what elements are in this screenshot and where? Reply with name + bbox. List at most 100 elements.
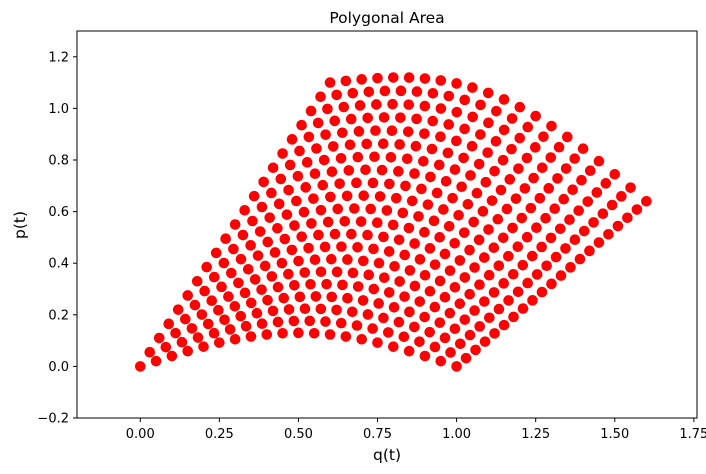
scatter-point [358, 190, 370, 201]
scatter-point [335, 152, 347, 164]
scatter-point [262, 236, 274, 248]
scatter-point [311, 143, 322, 154]
scatter-point [507, 268, 519, 280]
scatter-point [347, 87, 359, 99]
scatter-point [398, 331, 410, 343]
scatter-point [370, 125, 381, 136]
scatter-point [378, 231, 389, 243]
scatter-point [306, 218, 317, 229]
scatter-point [569, 153, 580, 164]
scatter-point [394, 139, 405, 150]
scatter-point [341, 190, 353, 202]
scatter-point [516, 212, 528, 224]
scatter-point [201, 261, 212, 273]
scatter-point [439, 291, 451, 303]
scatter-point [641, 195, 652, 207]
scatter-point [251, 307, 263, 319]
scatter-point [245, 331, 257, 342]
scatter-point [216, 281, 227, 293]
scatter-point [507, 222, 518, 234]
scatter-point [346, 228, 357, 240]
scatter-point [288, 315, 300, 327]
scatter-point [327, 141, 339, 152]
scatter-point [526, 250, 538, 262]
scatter-point [315, 91, 326, 103]
scatter-point [198, 341, 209, 352]
scatter-point [228, 243, 239, 255]
scatter-point [326, 166, 338, 178]
scatter-point [368, 283, 380, 295]
y-tick-label: 0.8 [48, 154, 69, 169]
scatter-point [315, 204, 327, 216]
scatter-point [229, 333, 241, 345]
scatter-point [321, 278, 332, 290]
scatter-point [275, 173, 287, 185]
y-tick-label: 0.0 [48, 360, 69, 375]
scatter-point [464, 244, 475, 256]
y-axis-ticks: −0.2 0.0 0.2 0.4 0.6 0.8 1.0 1.2 [37, 50, 77, 427]
scatter-point [387, 98, 398, 110]
scatter-point [451, 361, 462, 372]
y-axis-label: p(t) [11, 211, 29, 239]
scatter-point [467, 111, 478, 123]
scatter-point [403, 72, 415, 83]
scatter-point [376, 164, 388, 176]
scatter-point [163, 318, 175, 330]
scatter-point [352, 281, 364, 292]
x-tick-label: 0.50 [284, 427, 313, 442]
scatter-point [267, 305, 279, 317]
scatter-point [320, 129, 331, 140]
scatter-point [261, 329, 273, 340]
scatter-point [339, 215, 351, 227]
scatter-point [332, 203, 344, 215]
scatter-point [342, 254, 353, 265]
scatter-point [214, 337, 225, 348]
scatter-point [459, 272, 471, 283]
scatter-point [229, 301, 241, 312]
scatter-point [284, 159, 296, 171]
y-tick-label: 0.2 [48, 308, 69, 323]
scatter-point [545, 232, 557, 244]
scatter-point [315, 303, 327, 315]
scatter-point [293, 327, 304, 339]
scatter-point [337, 127, 348, 139]
scatter-point [424, 285, 436, 297]
scatter-point [538, 131, 549, 142]
scatter-point [434, 317, 446, 328]
scatter-point [584, 165, 596, 177]
scatter-point [273, 198, 285, 210]
scatter-point [467, 82, 478, 93]
scatter-point [399, 249, 411, 261]
scatter-point [498, 124, 510, 136]
scatter-point [331, 266, 343, 278]
scatter-point [456, 181, 467, 193]
scatter-point [237, 229, 249, 241]
scatter-point [180, 313, 191, 325]
scatter-point [508, 311, 519, 323]
scatter-point [334, 178, 345, 189]
scatter-point [404, 306, 415, 318]
scatter-point [369, 151, 380, 163]
scatter-point [202, 318, 214, 330]
y-tick-label: 0.6 [48, 205, 69, 220]
scatter-point [527, 295, 538, 306]
scatter-point [517, 259, 529, 271]
scatter-point [318, 154, 330, 166]
scatter-point [397, 207, 409, 219]
scatter-point [546, 278, 557, 290]
scatter-point [373, 298, 384, 309]
scatter-point [443, 119, 455, 130]
scatter-point [403, 222, 415, 234]
scatter-point [522, 277, 533, 289]
x-axis-ticks: 0.00 0.25 0.50 0.75 1.00 1.25 1.50 1.75 [126, 418, 706, 442]
scatter-point [223, 291, 234, 302]
scatter-point [219, 314, 230, 326]
scatter-point [443, 220, 455, 232]
scatter-point [489, 328, 500, 339]
scatter-point [543, 183, 555, 194]
scatter-point [510, 193, 522, 204]
scatter-point [400, 180, 411, 192]
scatter-point [315, 266, 327, 278]
scatter-point [182, 345, 194, 357]
scatter-point [357, 295, 369, 306]
